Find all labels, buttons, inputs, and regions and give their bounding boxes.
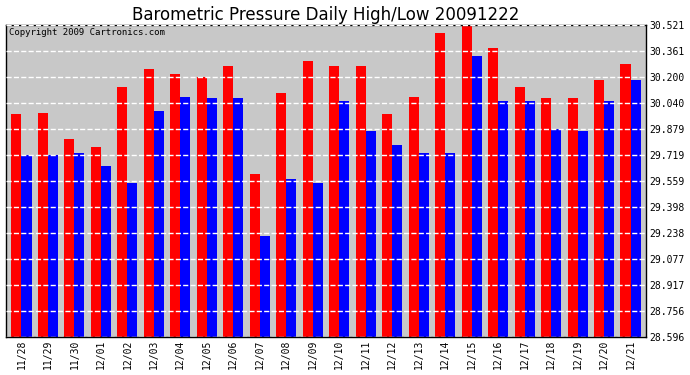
Bar bbox=[197, 77, 207, 337]
Bar bbox=[180, 97, 190, 337]
Bar bbox=[498, 102, 508, 337]
Bar bbox=[515, 87, 524, 337]
Bar bbox=[91, 147, 101, 337]
Bar bbox=[435, 33, 445, 337]
Bar bbox=[250, 174, 259, 337]
Bar bbox=[620, 64, 631, 337]
Bar bbox=[594, 80, 604, 337]
Bar bbox=[286, 179, 296, 337]
Bar bbox=[462, 25, 472, 337]
Bar bbox=[551, 129, 561, 337]
Bar bbox=[75, 153, 84, 337]
Bar bbox=[128, 183, 137, 337]
Bar bbox=[329, 66, 339, 337]
Bar bbox=[472, 56, 482, 337]
Bar bbox=[38, 113, 48, 337]
Bar bbox=[207, 98, 217, 337]
Bar bbox=[366, 130, 376, 337]
Bar bbox=[488, 48, 498, 337]
Bar bbox=[392, 145, 402, 337]
Bar bbox=[224, 66, 233, 337]
Bar bbox=[313, 183, 323, 337]
Bar bbox=[21, 155, 32, 337]
Bar bbox=[604, 102, 614, 337]
Bar bbox=[144, 69, 154, 337]
Bar bbox=[11, 114, 21, 337]
Bar bbox=[408, 97, 419, 337]
Bar bbox=[578, 130, 588, 337]
Bar bbox=[445, 153, 455, 337]
Bar bbox=[64, 139, 75, 337]
Bar bbox=[276, 93, 286, 337]
Bar bbox=[631, 80, 640, 337]
Bar bbox=[101, 166, 111, 337]
Bar bbox=[524, 102, 535, 337]
Bar bbox=[303, 61, 313, 337]
Bar bbox=[541, 98, 551, 337]
Bar bbox=[259, 236, 270, 337]
Text: Copyright 2009 Cartronics.com: Copyright 2009 Cartronics.com bbox=[9, 28, 165, 37]
Bar bbox=[170, 74, 180, 337]
Bar bbox=[117, 87, 128, 337]
Bar bbox=[567, 98, 578, 337]
Bar bbox=[355, 66, 366, 337]
Title: Barometric Pressure Daily High/Low 20091222: Barometric Pressure Daily High/Low 20091… bbox=[132, 6, 520, 24]
Bar bbox=[339, 102, 349, 337]
Bar bbox=[419, 153, 428, 337]
Bar bbox=[233, 98, 244, 337]
Bar bbox=[382, 114, 392, 337]
Bar bbox=[154, 111, 164, 337]
Bar bbox=[48, 155, 58, 337]
